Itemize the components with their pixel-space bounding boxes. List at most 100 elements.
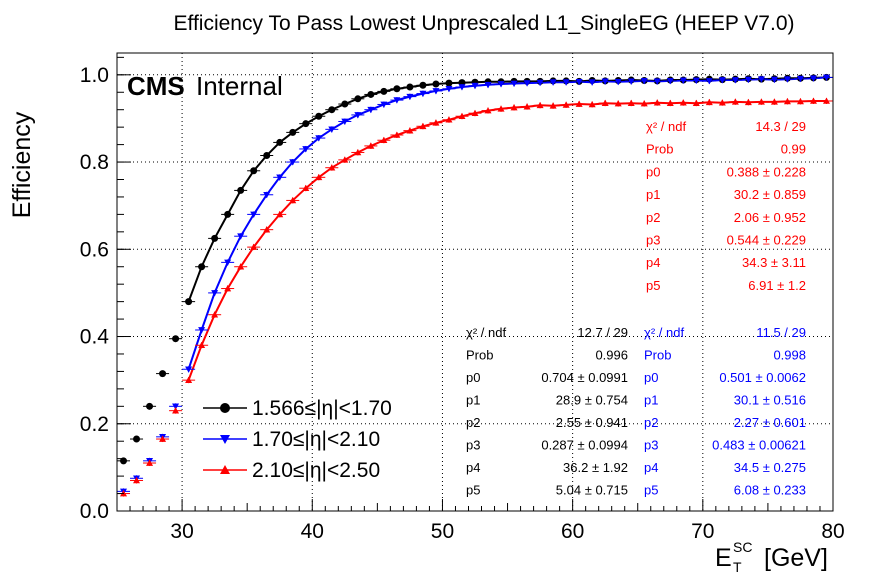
fit-param-label: p0: [646, 164, 660, 179]
data-point: [354, 95, 362, 103]
fit-param-value: 30.1 ± 0.516: [734, 393, 806, 408]
x-axis-label: E SC T [GeV]: [715, 539, 828, 572]
data-point: [510, 80, 518, 88]
data-point: [380, 101, 388, 108]
data-point: [458, 84, 466, 91]
data-point: [393, 85, 401, 93]
data-point: [237, 186, 245, 194]
data-point: [315, 112, 323, 120]
fit-param-label: p3: [646, 233, 660, 248]
data-point: [146, 459, 154, 466]
fit-param-value: 30.2 ± 0.859: [734, 187, 806, 202]
data-point: [315, 135, 323, 142]
data-point: [367, 142, 375, 149]
fit-param-label: Prob: [646, 142, 673, 157]
data-point: [220, 435, 230, 444]
fit-param-label: p5: [466, 483, 480, 498]
y-tick-label: 0.8: [80, 151, 109, 174]
fit-param-value: 0.996: [595, 348, 628, 363]
y-axis-label: Efficiency: [8, 111, 36, 218]
data-point: [367, 106, 375, 114]
data-point: [692, 77, 700, 84]
legend-label: 1.70≤|η|<2.10: [252, 428, 380, 451]
data-point: [367, 90, 375, 98]
data-point: [328, 126, 336, 133]
data-point: [614, 78, 622, 86]
data-point: [146, 402, 154, 410]
data-point: [419, 81, 427, 89]
data-point: [614, 100, 622, 107]
data-point: [484, 82, 492, 89]
data-point: [341, 118, 349, 125]
data-point: [562, 101, 570, 108]
fit-param-value: 2.55 ± 0.941: [556, 415, 628, 430]
y-tick-label: 1.0: [80, 64, 109, 87]
data-point: [653, 78, 661, 85]
fit-param-label: p4: [644, 460, 658, 475]
data-point: [250, 211, 258, 218]
data-point: [302, 146, 310, 153]
fit-param-label: Prob: [466, 348, 493, 363]
data-point: [419, 122, 427, 130]
x-tick-label: 70: [691, 520, 714, 543]
fit-param-label: χ² / ndf: [466, 325, 506, 340]
fit-param-value: 0.99: [781, 142, 806, 157]
fit-param-label: p2: [466, 415, 480, 430]
data-point: [757, 76, 765, 83]
data-point: [276, 138, 284, 146]
x-tick-label: 50: [431, 520, 454, 543]
data-point: [198, 341, 206, 349]
data-point: [627, 78, 635, 85]
data-point: [497, 105, 505, 112]
fit-param-value: 6.08 ± 0.233: [734, 483, 806, 498]
data-point: [705, 78, 713, 85]
chart-title: Efficiency To Pass Lowest Unprescaled L1…: [174, 12, 795, 35]
fit-param-value: 36.2 ± 1.92: [563, 460, 628, 475]
cms-sublabel: Internal: [196, 71, 283, 101]
legend: 1.566≤|η|<1.70 1.70≤|η|<2.10 2.10≤|η|<2.50: [203, 397, 392, 482]
fit-param-value: 0.287 ± 0.0994: [541, 438, 628, 453]
data-point: [211, 311, 219, 318]
data-point: [471, 109, 479, 116]
data-point: [640, 78, 648, 85]
data-point: [523, 103, 531, 110]
fit-param-label: p4: [646, 255, 660, 270]
data-point: [172, 335, 180, 343]
data-point: [575, 78, 583, 86]
data-point: [484, 107, 492, 114]
data-point: [198, 263, 206, 271]
data-point: [692, 99, 700, 106]
data-point: [159, 370, 167, 378]
data-point: [445, 116, 453, 123]
x-axis-label-unit: [GeV]: [764, 544, 828, 572]
data-point: [289, 196, 297, 204]
data-point: [406, 93, 414, 101]
data-point: [653, 99, 661, 106]
data-point: [406, 127, 414, 134]
data-point: [380, 87, 388, 95]
data-point: [809, 97, 817, 104]
fit-param-label: p1: [644, 393, 658, 408]
data-point: [757, 98, 765, 105]
fit-param-label: p5: [646, 278, 660, 293]
data-point: [289, 159, 297, 166]
data-point: [588, 79, 596, 86]
data-point: [185, 376, 193, 383]
data-point: [224, 285, 232, 292]
cms-label: CMS: [127, 71, 185, 101]
data-point: [562, 79, 570, 86]
data-point: [640, 100, 648, 107]
fit-param-label: p2: [644, 415, 658, 430]
data-point: [198, 327, 206, 334]
data-point: [133, 476, 141, 484]
data-point: [328, 106, 336, 114]
data-point: [549, 79, 557, 86]
data-point: [432, 119, 440, 126]
data-point: [822, 74, 830, 81]
data-point: [341, 156, 349, 163]
x-tick-label: 80: [821, 520, 844, 543]
fit-param-value: 6.91 ± 1.2: [748, 278, 806, 293]
data-point: [679, 77, 687, 84]
data-point: [276, 174, 284, 181]
data-point: [796, 75, 804, 83]
